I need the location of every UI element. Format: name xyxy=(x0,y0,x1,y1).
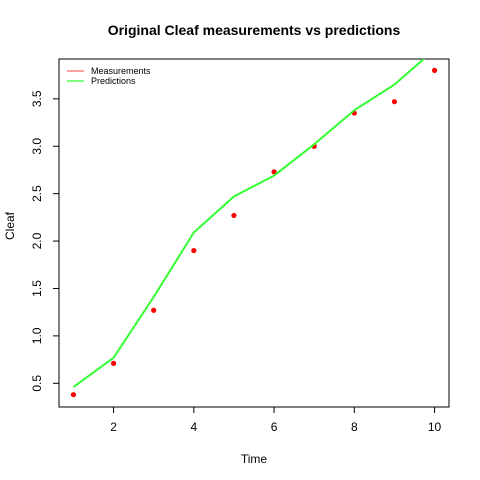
measurement-point xyxy=(271,169,277,175)
measurement-point xyxy=(431,67,438,73)
measurement-point xyxy=(191,247,197,254)
x-tick-label: 8 xyxy=(351,420,358,434)
y-tick-label: 1.0 xyxy=(30,327,44,344)
measurement-point xyxy=(151,307,157,313)
predictions-line xyxy=(72,59,426,388)
x-tick-label: 6 xyxy=(271,420,278,434)
y-tick-label: 2.0 xyxy=(30,232,44,249)
measurement-point xyxy=(231,212,237,219)
y-tick-label: 3.0 xyxy=(30,138,44,155)
x-tick-label: 10 xyxy=(428,420,442,434)
legend-label: Predictions xyxy=(91,76,136,86)
x-tick-label: 2 xyxy=(110,420,117,434)
measurement-point xyxy=(110,360,117,366)
y-tick-label: 2.5 xyxy=(30,185,44,202)
y-axis-title: Cleaf xyxy=(3,211,17,240)
measurement-point xyxy=(391,99,398,105)
chart-title: Original Cleaf measurements vs predictio… xyxy=(108,22,401,38)
plot-frame xyxy=(58,58,450,408)
x-tick-label: 4 xyxy=(190,420,197,434)
plot-area: 2 4 6 8 10 0.5 1.0 1.5 2.0 2.5 3.0 3.5 MeasurementsP… xyxy=(30,58,450,434)
measurement-point xyxy=(70,392,77,398)
legend-label: Measurements xyxy=(91,66,151,76)
x-axis-title: Time xyxy=(241,452,268,466)
data-series xyxy=(70,59,438,398)
y-tick-label: 0.5 xyxy=(30,375,44,392)
y-tick-label: 1.5 xyxy=(30,280,44,297)
y-tick-label: 3.5 xyxy=(30,90,44,107)
